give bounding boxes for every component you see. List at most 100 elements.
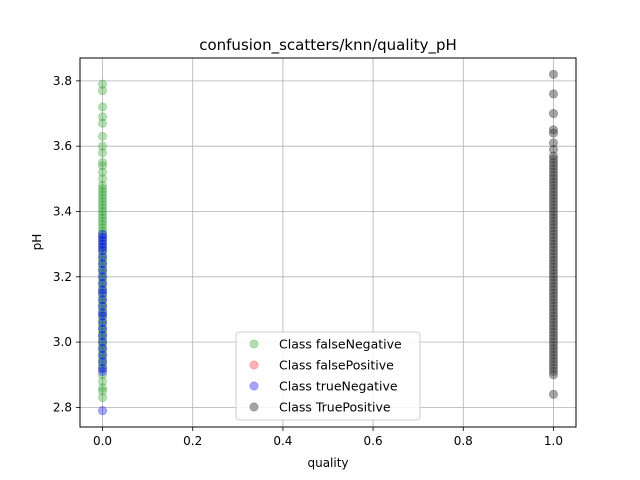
data-point: [98, 226, 108, 236]
data-point: [98, 321, 108, 331]
data-point: [548, 311, 558, 321]
data-point: [98, 174, 108, 184]
data-point: [98, 141, 108, 151]
data-point: [98, 246, 108, 256]
data-point: [98, 370, 108, 380]
data-point: [98, 324, 108, 334]
data-point: [98, 301, 108, 311]
data-point: [98, 220, 108, 230]
data-point: [98, 210, 108, 220]
data-point: [98, 112, 108, 122]
data-point: [98, 118, 108, 128]
data-point: [548, 89, 558, 99]
data-point: [548, 340, 558, 350]
data-point: [548, 291, 558, 301]
data-point: [98, 340, 108, 350]
data-point: [548, 389, 558, 399]
data-point: [98, 102, 108, 112]
data-point: [548, 265, 558, 275]
data-point: [98, 344, 108, 354]
data-point: [98, 242, 108, 252]
data-point: [98, 308, 108, 318]
data-point: [98, 193, 108, 203]
data-point: [98, 334, 108, 344]
data-point: [98, 216, 108, 226]
data-point: [98, 246, 108, 256]
legend-box: [235, 331, 421, 421]
data-point: [548, 144, 558, 154]
data-point: [548, 366, 558, 376]
data-point: [548, 321, 558, 331]
data-point: [98, 314, 108, 324]
data-point: [98, 236, 108, 246]
data-point: [98, 285, 108, 295]
data-point: [548, 282, 558, 292]
data-point: [98, 350, 108, 360]
data-point: [548, 278, 558, 288]
data-point: [98, 301, 108, 311]
data-point: [98, 161, 108, 171]
data-point: [548, 184, 558, 194]
data-point: [548, 125, 558, 135]
x-axis-ticks: 0.0 0.2 0.4 0.6 0.8 1.0: [93, 427, 563, 448]
data-point: [98, 357, 108, 367]
data-point: [98, 386, 108, 396]
data-point: [98, 131, 108, 141]
data-point: [98, 187, 108, 197]
legend-label: Class trueNegative: [279, 379, 398, 394]
data-point: [548, 295, 558, 305]
data-point: [548, 187, 558, 197]
legend-marker: [249, 381, 259, 391]
data-point: [98, 406, 108, 416]
data-point: [98, 318, 108, 328]
data-point: [98, 148, 108, 158]
data-point: [548, 236, 558, 246]
data-point: [98, 259, 108, 269]
data-point: [548, 304, 558, 314]
data-point: [548, 252, 558, 262]
data-point: [98, 252, 108, 262]
data-point: [548, 190, 558, 200]
y-axis-ticks: 2.8 3.0 3.2 3.4 3.6 3.8: [53, 74, 80, 414]
data-point: [98, 184, 108, 194]
data-point: [548, 249, 558, 259]
data-point: [98, 229, 108, 239]
data-point: [98, 86, 108, 96]
data-point: [548, 275, 558, 285]
data-point: [548, 197, 558, 207]
grid-lines: [80, 58, 576, 427]
data-point: [548, 242, 558, 252]
data-point: [98, 272, 108, 282]
x-tick-label: 0.8: [454, 434, 473, 448]
data-point: [548, 154, 558, 164]
data-point: [98, 197, 108, 207]
data-point: [98, 275, 108, 285]
data-point: [548, 220, 558, 230]
data-point: [98, 282, 108, 292]
data-point: [548, 109, 558, 119]
data-point: [548, 255, 558, 265]
data-point: [548, 350, 558, 360]
data-point: [548, 331, 558, 341]
data-point: [98, 190, 108, 200]
y-tick-label: 2.8: [53, 400, 72, 414]
data-point: [98, 249, 108, 259]
y-tick-label: 3.2: [53, 270, 72, 284]
data-point: [98, 278, 108, 288]
x-tick-label: 0.0: [93, 434, 112, 448]
data-point: [98, 157, 108, 167]
data-point: [98, 324, 108, 334]
x-axis-label: quality: [307, 456, 348, 470]
x-tick-label: 1.0: [544, 434, 563, 448]
data-point: [98, 255, 108, 265]
data-point: [548, 233, 558, 243]
data-point: [548, 262, 558, 272]
data-point: [98, 213, 108, 223]
data-point: [548, 229, 558, 239]
data-point: [98, 366, 108, 376]
data-point: [548, 301, 558, 311]
data-point: [98, 360, 108, 370]
data-point: [98, 344, 108, 354]
data-point: [98, 229, 108, 239]
